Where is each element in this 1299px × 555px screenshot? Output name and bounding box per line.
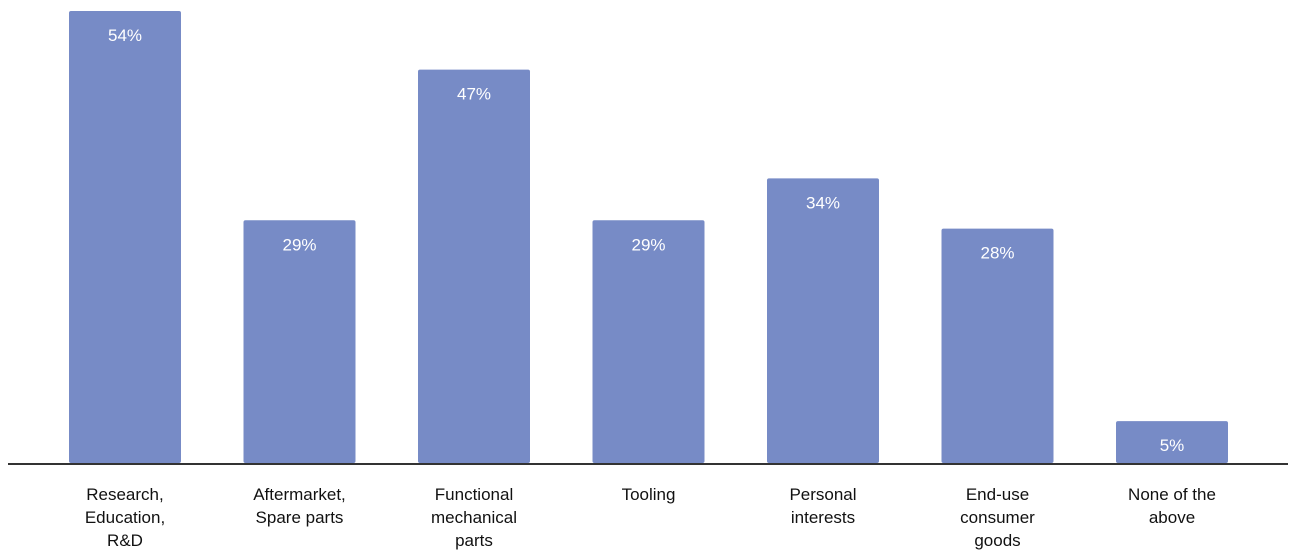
bar <box>418 69 530 463</box>
category-label-line: Personal <box>789 485 856 504</box>
category-label-line: parts <box>455 531 493 550</box>
bar-value-label: 54% <box>108 26 142 45</box>
category-label: Functional mechanical parts <box>431 485 517 550</box>
bar-value-label: 34% <box>806 193 840 212</box>
bars-group: 54% 29% 47% 29% 34% 28% 5% <box>69 11 1228 463</box>
category-label-line: Education, <box>85 508 165 527</box>
category-label-line: Research, <box>86 485 163 504</box>
bar <box>1116 421 1228 463</box>
category-label: End-use consumer goods <box>960 485 1035 550</box>
category-label-line: consumer <box>960 508 1035 527</box>
category-label-line: mechanical <box>431 508 517 527</box>
category-label: Aftermarket, Spare parts <box>253 485 346 527</box>
category-label-line: goods <box>974 531 1020 550</box>
category-label-line: Functional <box>435 485 513 504</box>
category-label-line: Aftermarket, <box>253 485 346 504</box>
bar <box>941 228 1054 463</box>
bar-value-label: 28% <box>980 244 1014 263</box>
category-label-line: R&D <box>107 531 143 550</box>
bar-value-label: 5% <box>1160 436 1185 455</box>
bar-value-label: 29% <box>282 235 316 254</box>
category-label-line: None of the <box>1128 485 1216 504</box>
category-label-line: Tooling <box>622 485 676 504</box>
category-label: Tooling <box>622 485 676 504</box>
bar <box>243 220 356 463</box>
category-label-line: End-use <box>966 485 1029 504</box>
category-label: None of the above <box>1128 485 1216 527</box>
bar <box>592 220 705 463</box>
bar-value-label: 29% <box>631 235 665 254</box>
category-label-line: interests <box>791 508 855 527</box>
category-label: Research, Education, R&D <box>85 485 165 550</box>
category-label-line: Spare parts <box>256 508 344 527</box>
bar-value-label: 47% <box>457 85 491 104</box>
category-labels-group: Research, Education, R&D Aftermarket, Spare … <box>85 485 1216 550</box>
bar <box>767 178 879 463</box>
bar <box>69 11 181 463</box>
category-label: Personal interests <box>789 485 856 527</box>
category-label-line: above <box>1149 508 1195 527</box>
